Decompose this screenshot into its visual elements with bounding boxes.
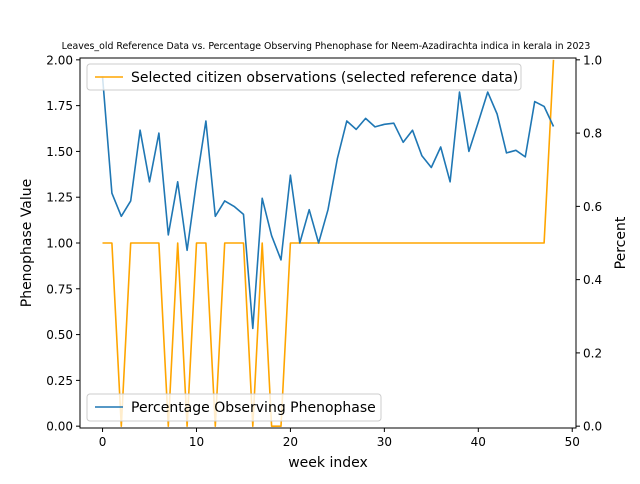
x-axis-label: week index	[288, 455, 368, 471]
y-right-tick-label: 1.0	[583, 53, 602, 67]
y-right-tick-label: 0.6	[583, 200, 602, 214]
x-tick-label: 20	[283, 435, 298, 449]
x-axis-ticks: 0 10 20 30 40 50	[99, 428, 580, 449]
legend-blue-box	[86, 393, 382, 422]
y-left-tick-label: 2.00	[46, 53, 73, 67]
y-axis-right-ticks: 0.0 0.2 0.4 0.6 0.8 1.0	[576, 53, 602, 434]
y-right-tick-label: 0.8	[583, 127, 602, 141]
x-tick-label: 0	[99, 435, 107, 449]
series-line-blue	[101, 76, 555, 330]
x-tick-label: 30	[377, 435, 392, 449]
legend-blue-series: Percentage Observing Phenophase	[86, 393, 382, 422]
legend-orange-series: Selected citizen observations (selected …	[86, 63, 522, 91]
y-axis-right-label: Percent	[613, 216, 629, 269]
y-left-tick-label: 0.75	[46, 282, 73, 296]
series-layer	[101, 59, 555, 428]
series-line-orange	[102, 59, 555, 428]
chart-title: Leaves_old Reference Data vs. Percentage…	[62, 41, 591, 52]
x-tick-label: 50	[565, 435, 580, 449]
y-right-tick-label: 0.2	[583, 346, 602, 360]
legend-orange-box	[86, 63, 522, 91]
legend-blue-label: Percentage Observing Phenophase	[131, 400, 376, 416]
y-left-tick-label: 1.00	[46, 237, 73, 251]
y-left-tick-label: 1.50	[46, 145, 73, 159]
y-right-tick-label: 0.0	[583, 420, 602, 434]
y-right-tick-label: 0.4	[583, 273, 602, 287]
y-left-tick-label: 0.50	[46, 328, 73, 342]
legend-orange-label: Selected citizen observations (selected …	[131, 70, 518, 86]
y-left-tick-label: 0.00	[46, 420, 73, 434]
y-left-tick-label: 1.25	[46, 191, 73, 205]
y-axis-left-label: Phenophase Value	[19, 179, 35, 308]
y-axis-left-ticks: 0.00 0.25 0.50 0.75 1.00 1.25 1.50 1.75 2.00	[46, 53, 80, 434]
x-tick-label: 40	[471, 435, 486, 449]
x-tick-label: 10	[189, 435, 204, 449]
y-left-tick-label: 0.25	[46, 374, 73, 388]
y-left-tick-label: 1.75	[46, 99, 73, 113]
